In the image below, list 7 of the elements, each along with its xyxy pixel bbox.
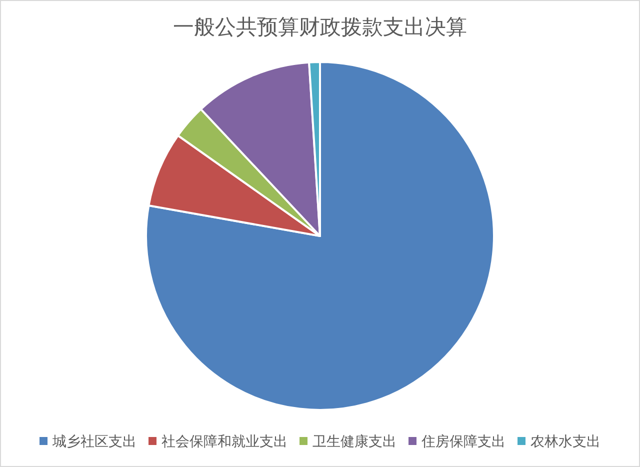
legend-label: 农林水支出 — [530, 433, 600, 449]
pie-slice — [145, 61, 495, 411]
legend-label: 城乡社区支出 — [52, 433, 136, 449]
legend-label: 社会保障和就业支出 — [162, 433, 288, 449]
legend-label: 住房保障支出 — [420, 433, 506, 449]
chart-title: 一般公共预算财政拨款支出决算 — [173, 15, 467, 39]
legend-label: 卫生健康支出 — [312, 433, 396, 449]
